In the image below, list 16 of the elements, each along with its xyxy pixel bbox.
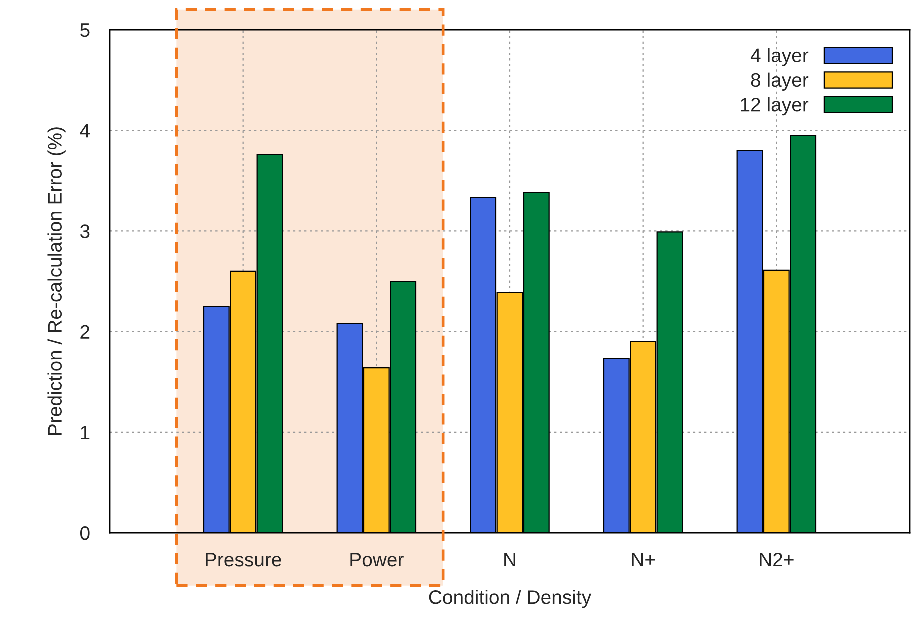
y-tick-label: 2	[80, 325, 90, 339]
y-tick-label: 5	[80, 24, 90, 38]
legend-label: 8 layer	[751, 72, 809, 91]
x-tick-label: Power	[350, 553, 404, 567]
x-tick-label: N	[504, 553, 516, 567]
y-tick-label: 4	[80, 124, 90, 138]
y-tick-label: 1	[81, 426, 90, 440]
y-tick-label: 3	[80, 224, 90, 238]
x-tick-label: N2+	[760, 552, 794, 567]
x-tick-label: Pressure	[206, 553, 282, 567]
legend-label: 12 layer	[741, 97, 809, 116]
x-tick-label: N+	[632, 553, 656, 567]
y-axis-title: Prediction / Re-calculation Error (%)	[48, 128, 66, 435]
x-axis-title: Condition / Density	[429, 590, 592, 608]
legend-label: 4 layer	[750, 48, 809, 66]
y-tick-label: 0	[80, 526, 90, 540]
